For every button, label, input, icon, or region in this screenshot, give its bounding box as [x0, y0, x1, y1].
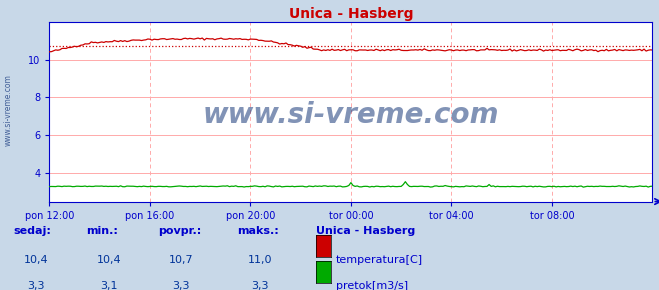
Text: maks.:: maks.:	[237, 226, 279, 236]
Text: 10,4: 10,4	[96, 255, 121, 265]
Text: temperatura[C]: temperatura[C]	[336, 255, 423, 265]
Text: www.si-vreme.com: www.si-vreme.com	[203, 101, 499, 129]
Text: min.:: min.:	[86, 226, 117, 236]
Text: pretok[m3/s]: pretok[m3/s]	[336, 281, 408, 290]
Text: povpr.:: povpr.:	[158, 226, 202, 236]
Text: www.si-vreme.com: www.si-vreme.com	[3, 74, 13, 146]
Text: 3,3: 3,3	[28, 281, 45, 290]
Text: 10,7: 10,7	[169, 255, 194, 265]
Text: 3,1: 3,1	[100, 281, 117, 290]
Text: 3,3: 3,3	[252, 281, 269, 290]
Title: Unica - Hasberg: Unica - Hasberg	[289, 7, 413, 21]
Text: 11,0: 11,0	[248, 255, 273, 265]
Text: Unica - Hasberg: Unica - Hasberg	[316, 226, 416, 236]
Text: 10,4: 10,4	[24, 255, 49, 265]
Text: sedaj:: sedaj:	[13, 226, 51, 236]
Text: 3,3: 3,3	[173, 281, 190, 290]
